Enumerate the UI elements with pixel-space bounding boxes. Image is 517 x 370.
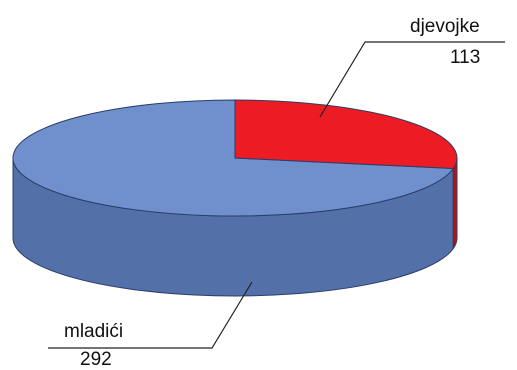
label-djevojke-name: djevojke: [410, 16, 480, 37]
pie-side-wall-djevojke: [452, 157, 458, 251]
label-mladici-value: 292: [80, 349, 112, 370]
label-djevojke-value: 113: [450, 47, 480, 68]
pie-slice-djevojke: [234, 99, 458, 170]
label-mladici-name: mladići: [64, 321, 123, 342]
pie-slice-mladici: [12, 99, 455, 217]
leader-line-djevojke: [319, 41, 505, 118]
leader-line-mladici: [48, 281, 253, 349]
